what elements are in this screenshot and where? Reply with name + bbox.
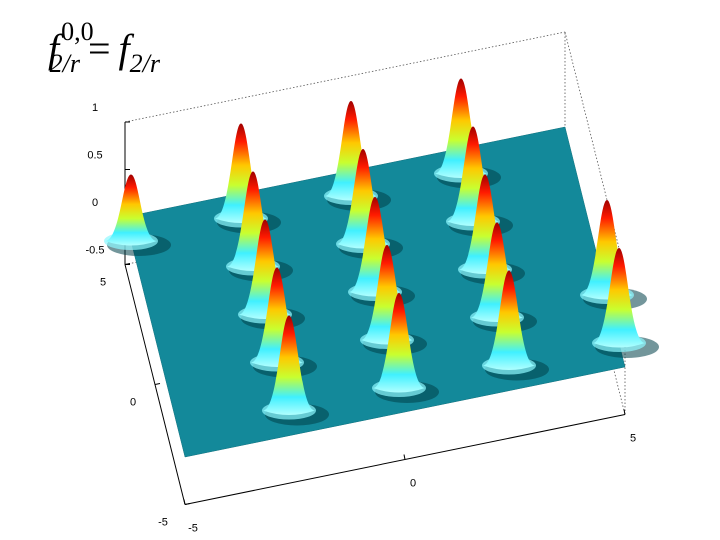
peak [373,293,425,393]
x-tick [623,409,626,415]
y-tick [184,503,191,505]
x-tick [183,499,186,505]
peak [105,174,157,246]
z-tick-label: 0 [92,197,98,209]
box-edge [124,31,566,123]
x-tick-label: -5 [188,522,198,534]
z-tick-label: 1 [92,102,98,114]
peak [263,315,315,415]
peak [593,248,645,348]
x-tick-label: 5 [630,432,636,444]
peak [483,270,535,370]
y-tick [124,263,131,265]
y-tick-label: 5 [100,276,106,288]
y-tick-label: -5 [158,516,168,528]
y-tick [154,383,161,385]
z-tick-label: 0.5 [87,149,102,161]
z-tick-label: -0.5 [86,244,105,256]
x-tick-label: 0 [410,477,416,489]
y-tick-label: 0 [130,396,136,408]
box-edge [564,31,626,273]
x-tick [403,454,406,460]
chart-title: f0,0 2/r = f2/r [48,17,161,78]
